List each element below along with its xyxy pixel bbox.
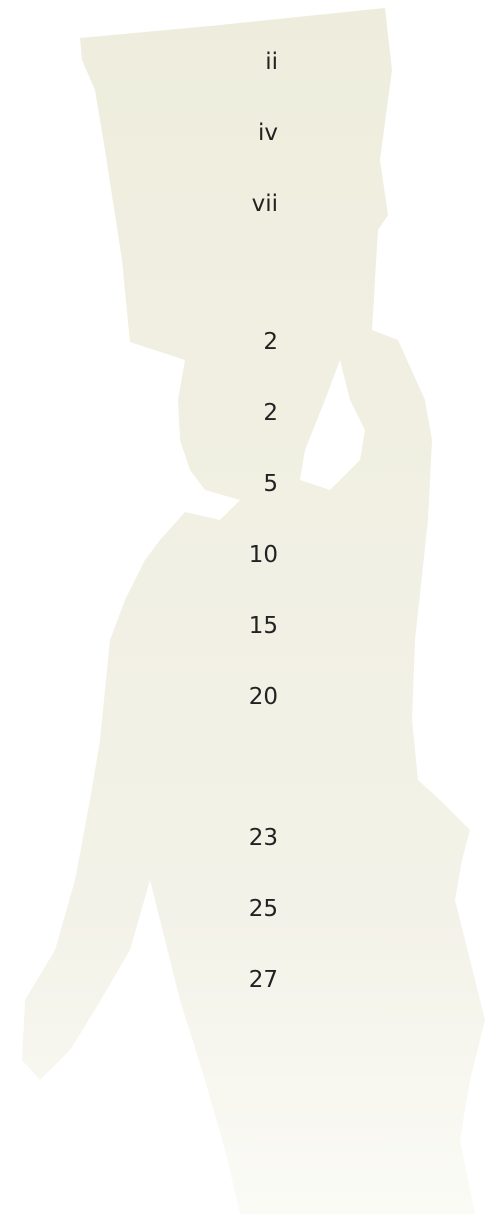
- page: iiivvii 225101520 232527 {"toc": {"group…: [0, 0, 494, 1214]
- page-number: 2: [0, 399, 278, 470]
- page-number: 2: [0, 328, 278, 399]
- page-number: 10: [0, 541, 278, 612]
- page-number: 15: [0, 612, 278, 683]
- page-number: iv: [0, 119, 278, 190]
- page-number: 25: [0, 895, 278, 966]
- page-number: 5: [0, 470, 278, 541]
- page-number: 23: [0, 824, 278, 895]
- page-number: vii: [0, 190, 278, 261]
- page-number: ii: [0, 48, 278, 119]
- page-number: 20: [0, 683, 278, 754]
- page-number: 27: [0, 966, 278, 1037]
